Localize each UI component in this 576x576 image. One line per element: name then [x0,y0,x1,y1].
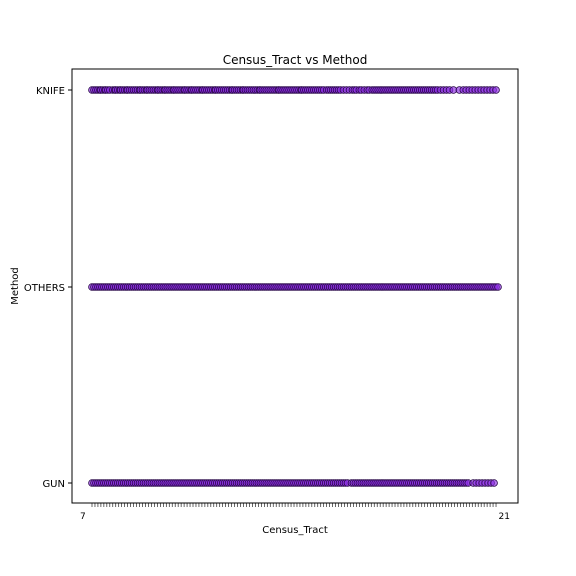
x-axis-ticks [91,503,497,507]
point-knife-197 [492,86,500,94]
x-tick-label-first: 7 [80,512,86,522]
x-tick-label-last: 21 [499,512,510,522]
y-axis-ticks: GUN OTHERS KNIFE [24,86,72,490]
point-others-205 [494,283,502,291]
y-tick-label-others: OTHERS [24,283,65,294]
chart-title: Census_Tract vs Method [223,53,368,67]
x-axis-label: Census_Tract [262,525,328,536]
y-tick-label-knife: KNIFE [36,86,65,97]
y-axis-label: Method [10,267,21,305]
point-gun-197 [490,479,498,487]
y-tick-label-gun: GUN [42,479,65,490]
data-points [88,86,502,487]
